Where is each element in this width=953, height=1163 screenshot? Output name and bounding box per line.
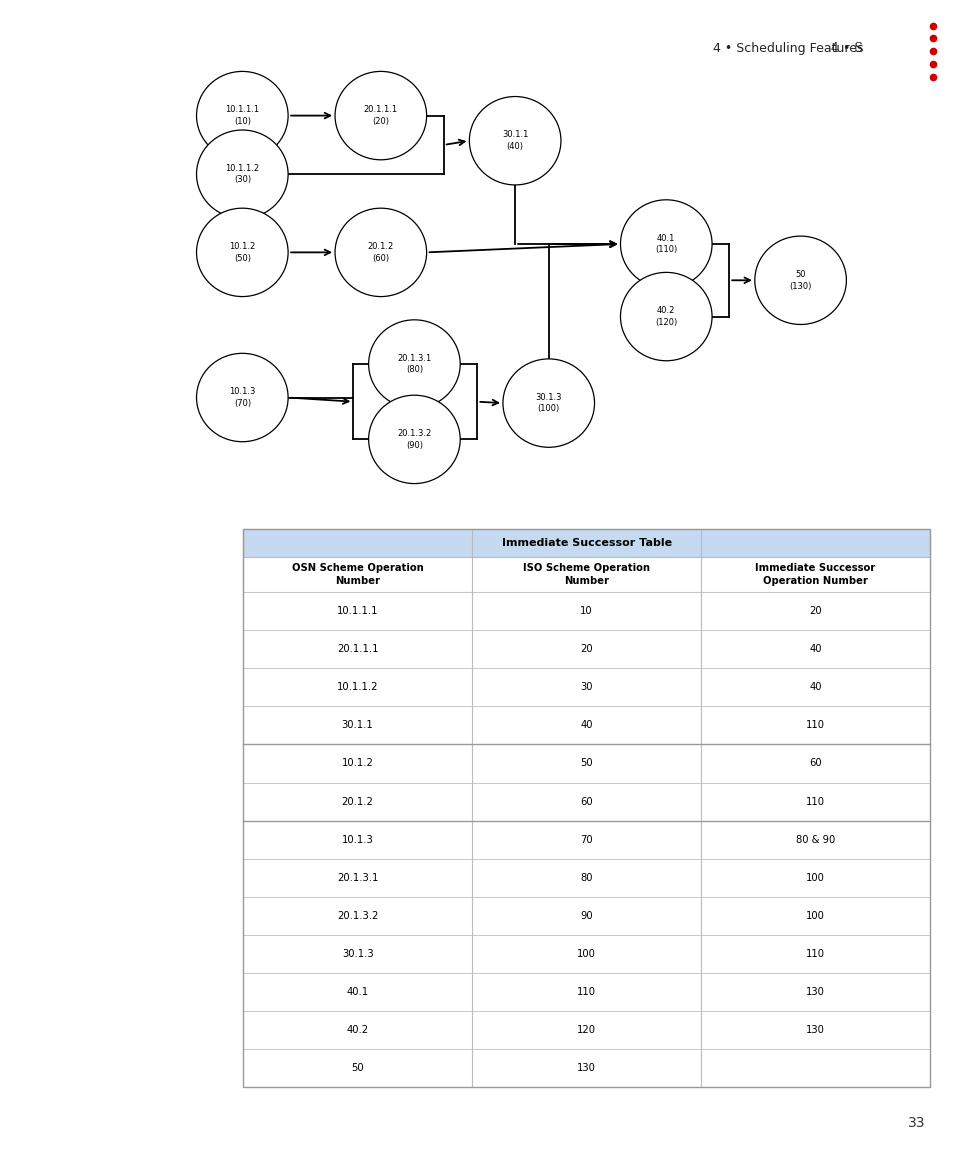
Text: 130: 130	[805, 1026, 824, 1035]
Text: 40: 40	[808, 683, 821, 692]
Text: 4 • S: 4 • S	[831, 42, 862, 56]
Bar	[243, 529, 929, 557]
Text: 80 & 90: 80 & 90	[795, 835, 834, 844]
Text: 40.2
(120): 40.2 (120)	[655, 306, 677, 327]
Text: 90: 90	[579, 911, 592, 921]
Ellipse shape	[335, 208, 426, 297]
Text: 30.1.1
(40): 30.1.1 (40)	[501, 130, 528, 151]
Text: Immediate Successor Table: Immediate Successor Table	[501, 538, 671, 548]
Bar	[243, 783, 929, 821]
Ellipse shape	[368, 320, 459, 408]
Text: 4 • Scheduling Features: 4 • Scheduling Features	[712, 42, 862, 56]
Bar	[243, 1049, 929, 1087]
Bar	[243, 630, 929, 669]
Text: 100: 100	[805, 872, 824, 883]
Bar	[243, 529, 929, 1087]
Text: 40: 40	[808, 644, 821, 654]
Ellipse shape	[619, 272, 711, 361]
Bar	[243, 744, 929, 783]
Ellipse shape	[335, 71, 426, 159]
Text: 20.1.3.1
(80): 20.1.3.1 (80)	[396, 354, 431, 374]
Text: 50: 50	[351, 1063, 363, 1073]
Ellipse shape	[196, 208, 288, 297]
Text: 10.1.2
(50): 10.1.2 (50)	[229, 242, 255, 263]
Ellipse shape	[619, 200, 711, 288]
Text: 20.1.1.1
(20): 20.1.1.1 (20)	[363, 106, 397, 126]
Bar	[243, 557, 929, 592]
Text: OSN Scheme Operation
Number: OSN Scheme Operation Number	[292, 563, 423, 586]
Text: 40: 40	[579, 720, 592, 730]
Ellipse shape	[502, 359, 594, 448]
Text: 10.1.3: 10.1.3	[341, 835, 374, 844]
Text: 40.1
(110): 40.1 (110)	[655, 234, 677, 255]
Text: 10.1.1.1: 10.1.1.1	[336, 606, 378, 616]
Bar	[243, 973, 929, 1011]
Text: 80: 80	[579, 872, 592, 883]
Text: 20.1.3.2: 20.1.3.2	[336, 911, 378, 921]
Text: 50: 50	[579, 758, 592, 769]
Bar	[243, 897, 929, 935]
Text: 120: 120	[577, 1026, 596, 1035]
Text: 20.1.3.1: 20.1.3.1	[336, 872, 378, 883]
Text: 20.1.1.1: 20.1.1.1	[336, 644, 378, 654]
Text: 20: 20	[579, 644, 592, 654]
Ellipse shape	[196, 354, 288, 442]
Text: 30.1.3
(100): 30.1.3 (100)	[535, 393, 561, 413]
Text: 100: 100	[805, 911, 824, 921]
Ellipse shape	[368, 395, 459, 484]
Text: 30.1.3: 30.1.3	[341, 949, 373, 959]
Text: 20.1.2: 20.1.2	[341, 797, 374, 807]
Text: 30.1.1: 30.1.1	[341, 720, 374, 730]
Text: 130: 130	[577, 1063, 596, 1073]
Text: 60: 60	[808, 758, 821, 769]
Text: 10.1.1.2
(30): 10.1.1.2 (30)	[225, 164, 259, 185]
Text: 60: 60	[579, 797, 592, 807]
Text: 110: 110	[577, 987, 596, 997]
Bar	[243, 821, 929, 858]
Text: 20: 20	[808, 606, 821, 616]
Text: 10.1.1.2: 10.1.1.2	[336, 683, 378, 692]
Ellipse shape	[196, 71, 288, 159]
Bar	[243, 1011, 929, 1049]
Text: 30: 30	[579, 683, 592, 692]
Text: 10.1.2: 10.1.2	[341, 758, 374, 769]
Bar	[243, 706, 929, 744]
Text: 70: 70	[579, 835, 592, 844]
Text: 110: 110	[805, 949, 824, 959]
Bar	[243, 592, 929, 630]
Bar	[243, 935, 929, 973]
Text: ISO Scheme Operation
Number: ISO Scheme Operation Number	[522, 563, 649, 586]
Text: 10.1.1.1
(10): 10.1.1.1 (10)	[225, 106, 259, 126]
Text: 40.2: 40.2	[346, 1026, 368, 1035]
Ellipse shape	[469, 97, 560, 185]
Text: 50
(130): 50 (130)	[788, 270, 811, 291]
Bar	[243, 669, 929, 706]
Text: 20.1.3.2
(90): 20.1.3.2 (90)	[396, 429, 431, 450]
Text: 130: 130	[805, 987, 824, 997]
Text: 33: 33	[907, 1116, 924, 1130]
Text: 110: 110	[805, 797, 824, 807]
Text: Immediate Successor
Operation Number: Immediate Successor Operation Number	[755, 563, 875, 586]
Ellipse shape	[196, 130, 288, 219]
Text: 10.1.3
(70): 10.1.3 (70)	[229, 387, 255, 408]
Bar	[243, 858, 929, 897]
Text: 100: 100	[577, 949, 596, 959]
Ellipse shape	[754, 236, 845, 324]
Text: 10: 10	[579, 606, 592, 616]
Text: 40.1: 40.1	[346, 987, 368, 997]
Text: 20.1.2
(60): 20.1.2 (60)	[367, 242, 394, 263]
Text: 110: 110	[805, 720, 824, 730]
